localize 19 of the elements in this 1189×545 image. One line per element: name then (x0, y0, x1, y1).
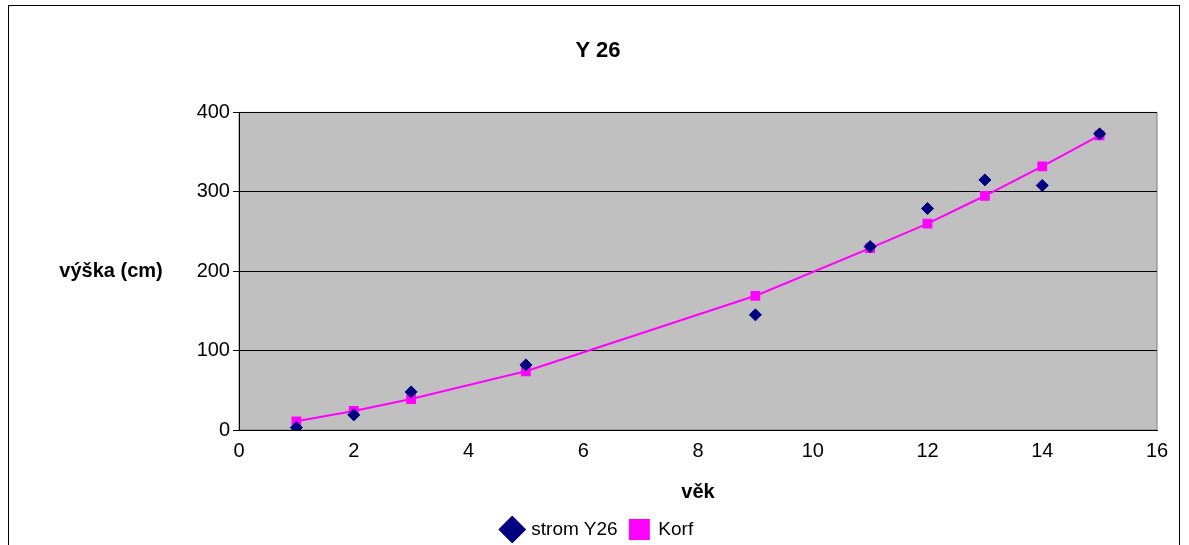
y-tick-label: 400 (196, 99, 230, 122)
x-tick-label: 8 (692, 438, 704, 461)
x-tick-label: 12 (916, 438, 939, 461)
x-tick-label: 14 (1031, 438, 1054, 461)
chart-title: Y 26 (575, 37, 621, 63)
legend-label: Korf (658, 517, 694, 539)
x-tick-label: 16 (1145, 438, 1169, 461)
y-tick-label: 100 (196, 338, 230, 361)
x-tick-label: 4 (462, 438, 475, 461)
y-tick-label: 200 (196, 258, 230, 281)
x-tick-label: 6 (577, 438, 589, 461)
y-tick-label: 0 (218, 417, 230, 440)
y-tick-label: 300 (196, 179, 230, 202)
x-tick-label: 0 (233, 438, 245, 461)
y-axis-title: výška (cm) (59, 258, 163, 281)
x-tick-label: 2 (348, 438, 360, 461)
legend-label: strom Y26 (531, 517, 618, 539)
x-axis-title: věk (681, 479, 716, 502)
x-tick-label: 10 (801, 438, 824, 461)
